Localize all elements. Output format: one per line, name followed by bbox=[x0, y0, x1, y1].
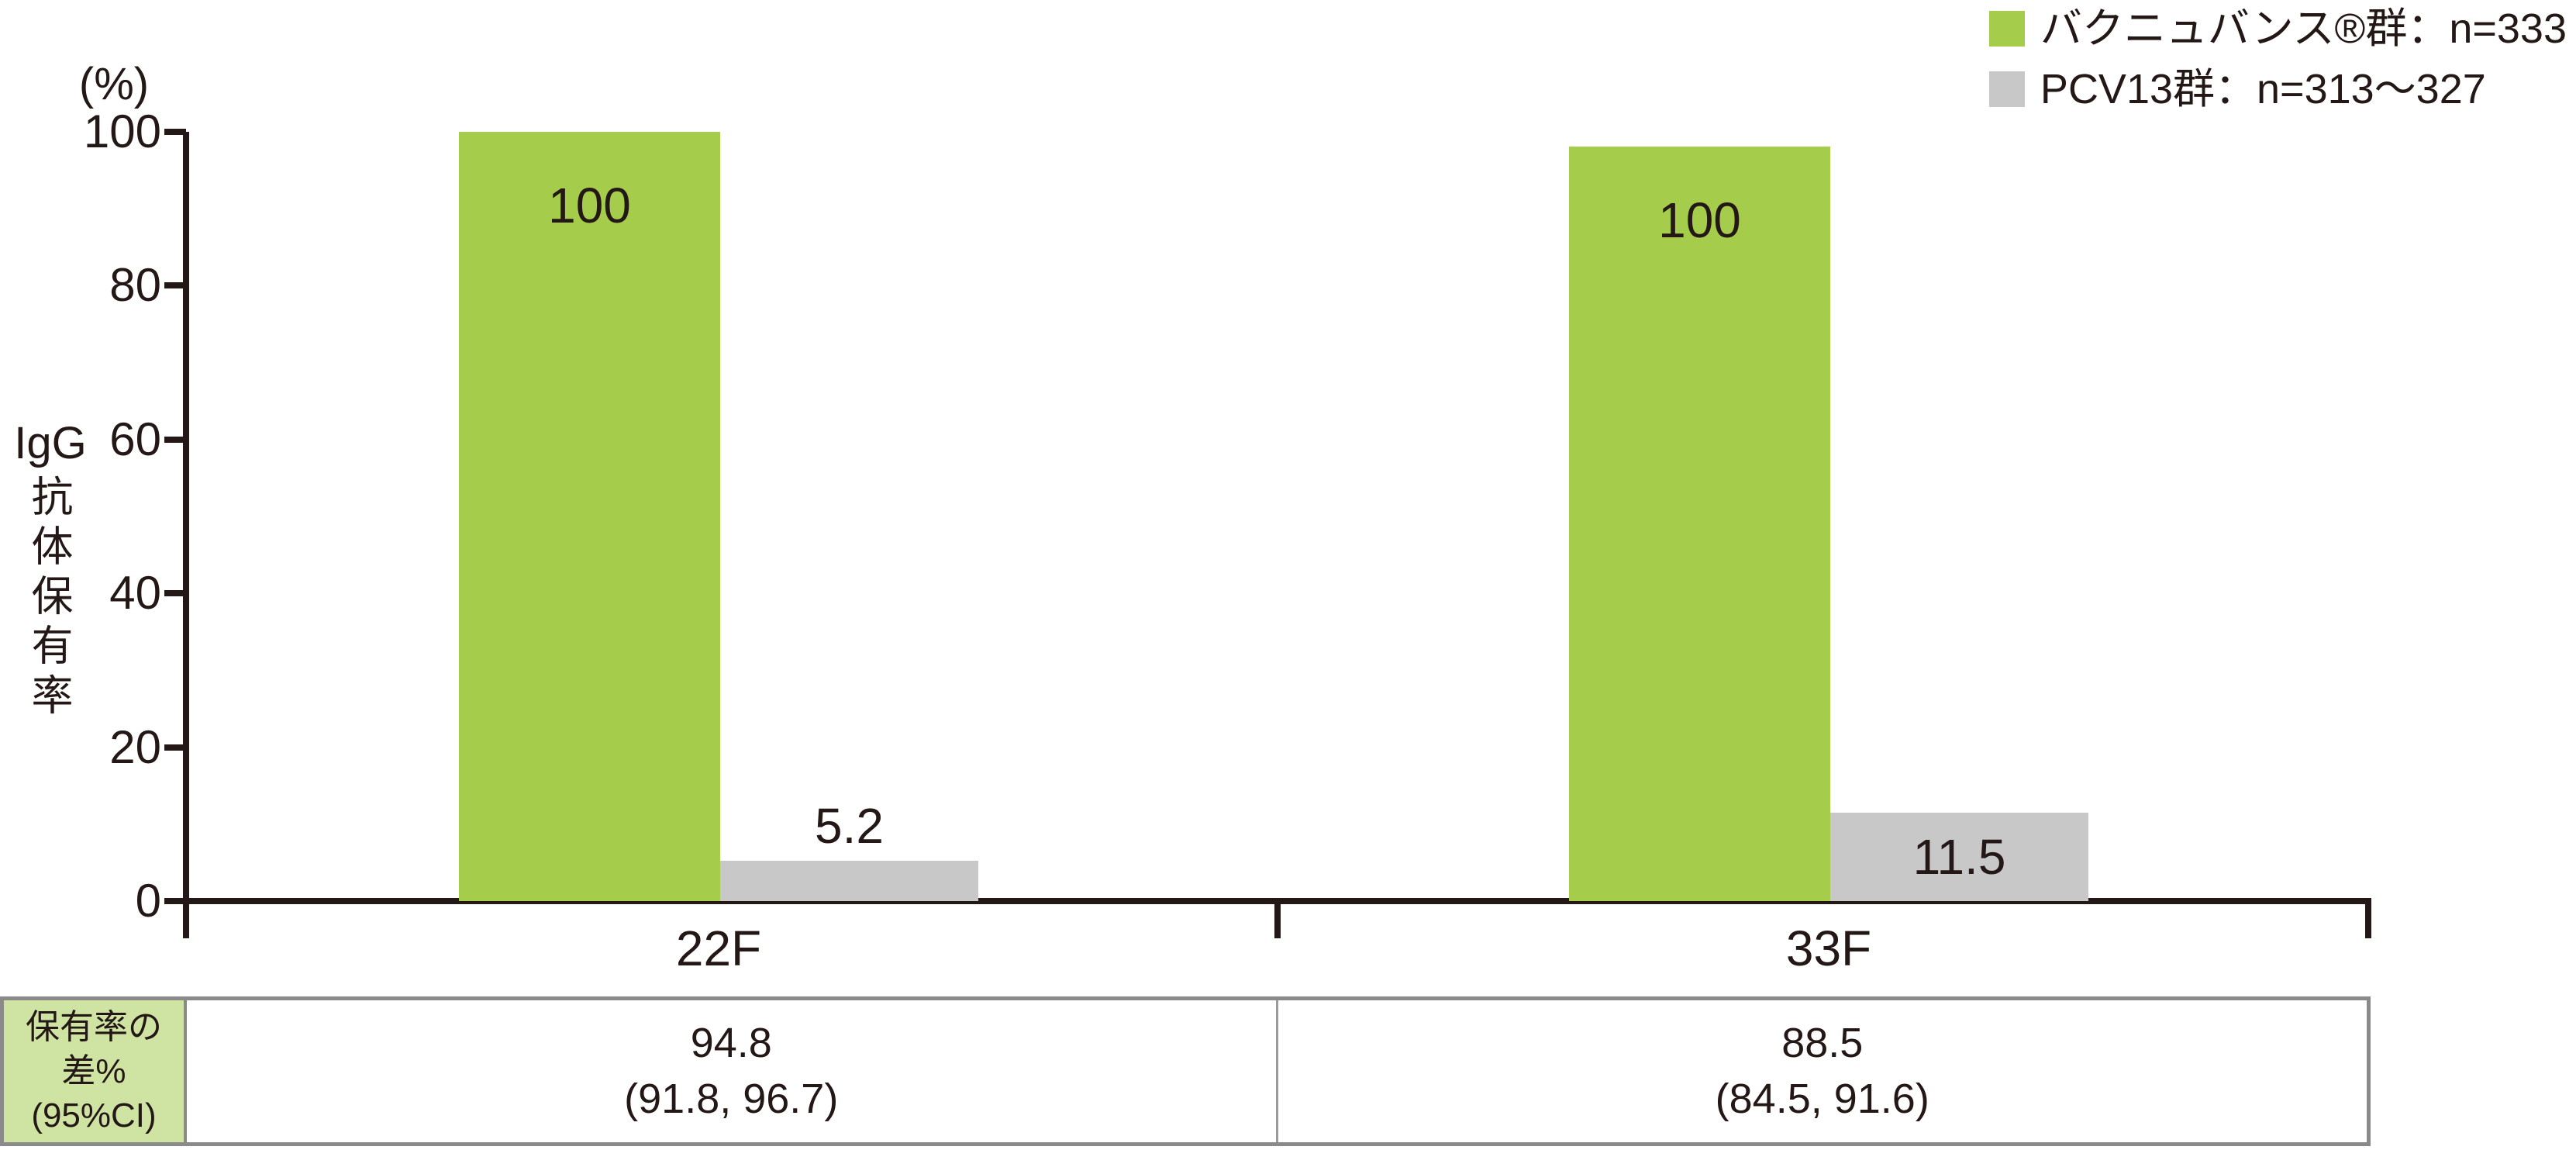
y-tick-label: 0 bbox=[135, 875, 161, 927]
y-tick-mark bbox=[164, 282, 186, 289]
y-tick-label: 40 bbox=[109, 567, 161, 620]
legend-item-vaccine: バクニュバンス®群：n=333 bbox=[1988, 5, 2567, 52]
bar-pcv13-33f bbox=[1830, 812, 2088, 901]
y-axis-unit-label: (%) bbox=[78, 59, 150, 109]
y-tick-mark bbox=[164, 744, 186, 751]
difference-table: 保有率の差% (95%CI) 94.8 (91.8, 96.7) 88.5 (8… bbox=[0, 996, 2371, 1146]
legend-swatch-green-icon bbox=[1988, 11, 2025, 47]
category-label-22f: 22F bbox=[675, 920, 762, 976]
bar-value-label: 11.5 bbox=[1912, 828, 2006, 885]
difference-value-33f: 88.5 bbox=[1781, 1020, 1864, 1067]
y-tick-label: 80 bbox=[109, 259, 161, 312]
difference-table-header-line1: 保有率の差% bbox=[26, 1007, 162, 1090]
y-axis-label-igg: IgG bbox=[14, 418, 87, 468]
y-tick-label: 100 bbox=[83, 105, 161, 157]
category-label-33f: 33F bbox=[1785, 920, 1872, 976]
difference-cell-33f: 88.5 (84.5, 91.6) bbox=[1275, 1000, 2367, 1142]
legend-swatch-gray-icon bbox=[1988, 71, 2025, 107]
y-tick-mark bbox=[164, 590, 186, 597]
difference-ci-22f: (91.8, 96.7) bbox=[624, 1075, 839, 1122]
difference-ci-33f: (84.5, 91.6) bbox=[1715, 1075, 1929, 1122]
y-tick-mark bbox=[164, 898, 186, 904]
legend: バクニュバンス®群：n=333 PCV13群：n=313～327 bbox=[1988, 5, 2567, 112]
y-tick-label: 60 bbox=[109, 413, 161, 465]
bar-pcv13-22f bbox=[720, 861, 978, 901]
y-tick-mark bbox=[164, 129, 186, 135]
bar-vaccine-33f bbox=[1569, 146, 1830, 901]
difference-table-header-line2: (95%CI) bbox=[31, 1096, 157, 1135]
x-axis-mid-tick bbox=[1274, 898, 1281, 938]
difference-cell-22f: 94.8 (91.8, 96.7) bbox=[187, 1000, 1276, 1142]
legend-label-vaccine: バクニュバンス®群：n=333 bbox=[2040, 5, 2567, 52]
bar-vaccine-22f bbox=[459, 132, 720, 901]
difference-table-header: 保有率の差% (95%CI) bbox=[4, 1000, 187, 1142]
y-axis-line bbox=[183, 132, 189, 938]
bar-value-label: 100 bbox=[548, 178, 631, 233]
y-tick-mark bbox=[164, 436, 186, 443]
x-axis-end-tick-right bbox=[2365, 898, 2371, 938]
y-tick-label: 20 bbox=[109, 720, 161, 773]
legend-item-pcv13: PCV13群：n=313～327 bbox=[1988, 66, 2567, 112]
y-axis-label-vertical: 抗体保有率 bbox=[25, 475, 71, 723]
bar-value-label: 100 bbox=[1658, 192, 1741, 248]
bar-value-label: 5.2 bbox=[815, 798, 884, 855]
difference-value-22f: 94.8 bbox=[690, 1020, 772, 1067]
legend-label-pcv13: PCV13群：n=313～327 bbox=[2040, 66, 2486, 112]
